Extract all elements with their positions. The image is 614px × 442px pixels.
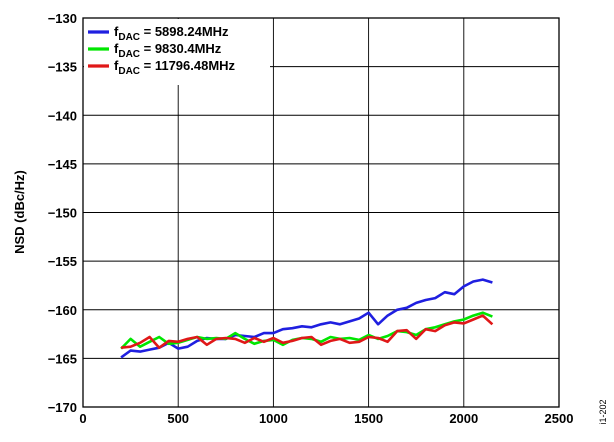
x-tick-label: 2000 [449,411,478,426]
y-tick-label: −145 [48,157,77,172]
legend-label: fDAC = 9830.4MHz [114,41,222,60]
y-tick-label: −135 [48,60,77,75]
y-axis-title: NSD (dBc/Hz) [12,170,27,254]
y-tick-label: −155 [48,254,77,269]
y-tick-label: −165 [48,351,77,366]
legend-box [84,19,270,85]
y-tick-label: −150 [48,206,77,221]
legend-item-1: fDAC = 5898.24MHz [88,24,229,43]
x-tick-label: 1500 [354,411,383,426]
figure-id: i1-202 [598,399,608,424]
x-tick-label: 2500 [545,411,574,426]
legend-label: fDAC = 5898.24MHz [114,24,229,43]
series-lines [120,278,494,359]
y-tick-label: −160 [48,303,77,318]
x-tick-label: 500 [167,411,189,426]
x-tick-label: 0 [79,411,86,426]
x-tick-labels: 0 500 1000 1500 2000 2500 [79,411,573,426]
x-tick-label: 1000 [259,411,288,426]
y-tick-label: −130 [48,11,77,26]
legend-label: fDAC = 11796.48MHz [114,58,236,77]
y-tick-labels: −130 −135 −140 −145 −150 −155 −160 −165 −170 [48,11,77,415]
y-tick-label: −170 [48,400,77,415]
series-line-1 [120,278,493,359]
series-line-3 [120,314,494,350]
plot-frame [82,17,560,408]
legend-item-3: fDAC = 11796.48MHz [88,58,236,77]
legend-item-2: fDAC = 9830.4MHz [88,41,222,60]
grid [83,18,559,407]
y-tick-label: −140 [48,108,77,123]
